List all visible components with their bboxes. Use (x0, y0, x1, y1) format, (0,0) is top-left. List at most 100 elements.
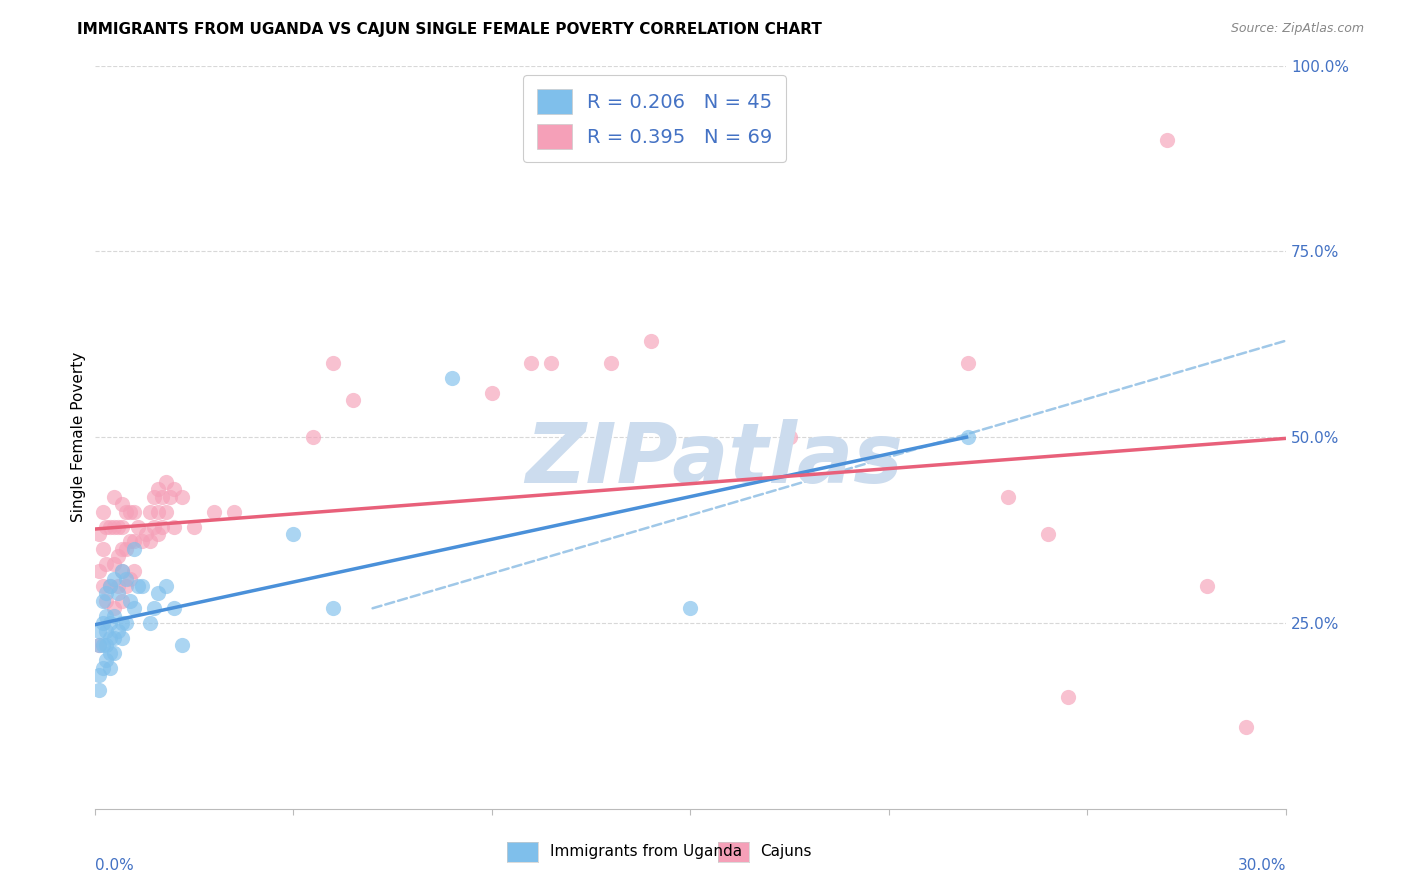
Point (155, 579, 177, 593)
Point (1036, 527, 1059, 541)
Point (87, 624, 110, 638)
Point (100, 616, 122, 631)
Point (103, 519, 125, 533)
Point (139, 616, 162, 631)
Point (107, 519, 129, 533)
Point (150, 519, 173, 533)
Point (1234, 720, 1257, 734)
Point (120, 572, 142, 586)
Point (540, 356, 562, 370)
Point (1195, 579, 1218, 593)
Point (87, 527, 110, 541)
Point (679, 601, 702, 615)
Text: IMMIGRANTS FROM UGANDA VS CAJUN SINGLE FEMALE POVERTY CORRELATION CHART: IMMIGRANTS FROM UGANDA VS CAJUN SINGLE F… (77, 22, 823, 37)
Point (957, 430, 980, 444)
Point (222, 505, 245, 519)
Point (143, 490, 166, 504)
Point (183, 519, 205, 533)
Point (96, 639, 118, 653)
Point (107, 624, 129, 638)
Point (107, 579, 129, 593)
Point (124, 564, 146, 578)
Text: ZIPatlas: ZIPatlas (526, 419, 903, 500)
Point (103, 631, 125, 645)
Point (146, 505, 169, 519)
Point (1156, 133, 1178, 147)
Point (115, 505, 138, 519)
Point (779, 430, 801, 444)
Text: 0.0%: 0.0% (94, 858, 134, 873)
Point (100, 661, 122, 675)
Point (124, 505, 146, 519)
Point (120, 534, 142, 549)
Point (96, 594, 118, 608)
Point (91, 505, 114, 519)
Point (997, 490, 1019, 504)
Point (87, 639, 110, 653)
Point (170, 490, 193, 504)
Point (135, 527, 157, 541)
Y-axis label: Single Female Poverty: Single Female Poverty (72, 352, 86, 523)
Point (103, 572, 125, 586)
Legend: R = 0.206   N = 45, R = 0.395   N = 69: R = 0.206 N = 45, R = 0.395 N = 69 (523, 75, 786, 162)
Point (1056, 690, 1078, 705)
Point (115, 579, 138, 593)
Point (91, 541, 114, 556)
Point (146, 527, 169, 541)
Point (87, 564, 110, 578)
Point (111, 631, 134, 645)
Point (91, 661, 114, 675)
Point (163, 601, 186, 615)
Point (103, 490, 125, 504)
Point (146, 586, 169, 600)
Point (120, 594, 142, 608)
Point (124, 541, 146, 556)
Point (96, 519, 118, 533)
Point (115, 616, 138, 631)
Point (127, 579, 149, 593)
Point (115, 541, 138, 556)
Point (111, 594, 134, 608)
Point (481, 385, 503, 400)
Point (322, 356, 344, 370)
Point (87, 668, 110, 682)
Point (143, 601, 166, 615)
Point (100, 631, 122, 645)
Point (163, 519, 186, 533)
Point (111, 519, 134, 533)
Text: Immigrants from Uganda: Immigrants from Uganda (550, 845, 742, 859)
Point (131, 579, 153, 593)
Point (131, 534, 153, 549)
Point (96, 608, 118, 623)
Point (115, 572, 138, 586)
Point (281, 527, 304, 541)
Point (150, 490, 173, 504)
Point (107, 586, 129, 600)
Point (91, 639, 114, 653)
Point (124, 601, 146, 615)
Point (91, 579, 114, 593)
Point (440, 371, 463, 385)
Point (111, 564, 134, 578)
Point (124, 534, 146, 549)
Point (96, 624, 118, 638)
Point (96, 653, 118, 667)
Text: 30.0%: 30.0% (1237, 858, 1286, 873)
Point (100, 579, 122, 593)
Point (100, 579, 122, 593)
Point (139, 534, 162, 549)
Point (120, 505, 142, 519)
Point (103, 608, 125, 623)
Point (520, 356, 543, 370)
Point (107, 549, 129, 564)
Text: Cajuns: Cajuns (761, 845, 813, 859)
Point (139, 505, 162, 519)
Point (143, 519, 166, 533)
Point (111, 541, 134, 556)
Point (100, 646, 122, 660)
Point (599, 356, 621, 370)
Point (127, 519, 149, 533)
Text: Source: ZipAtlas.com: Source: ZipAtlas.com (1230, 22, 1364, 36)
Point (957, 356, 980, 370)
Point (111, 497, 134, 511)
